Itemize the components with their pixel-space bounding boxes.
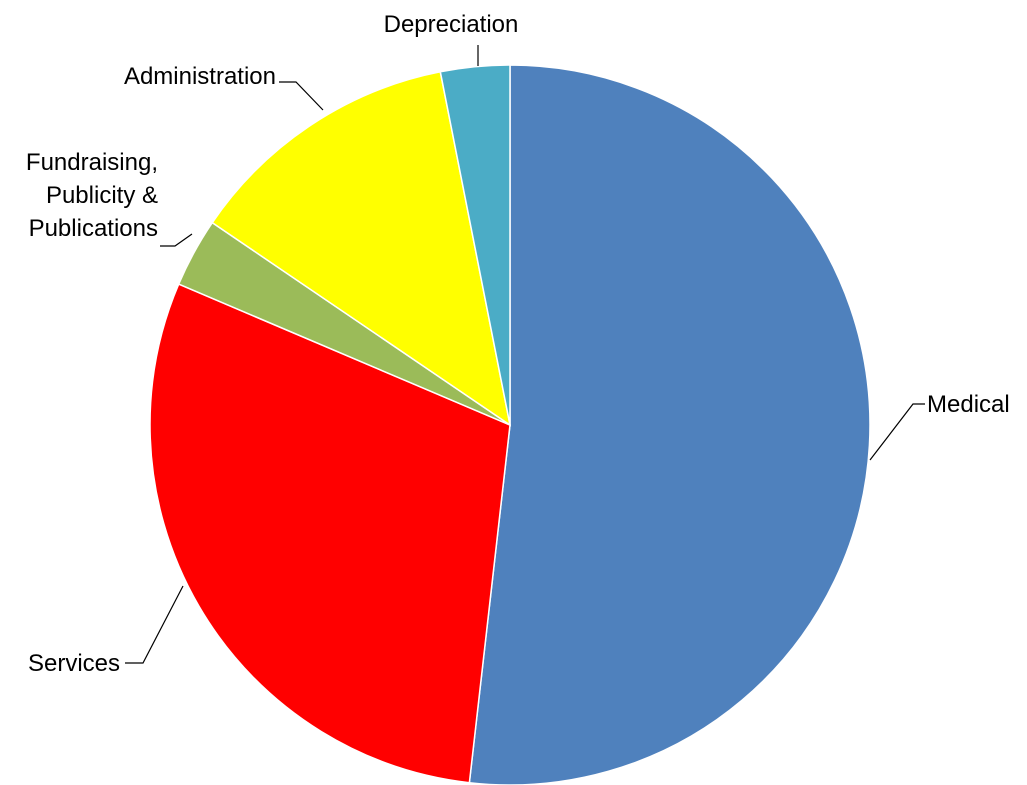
leader-line-services: [125, 585, 184, 664]
slice-label-depreciation: Depreciation: [384, 11, 519, 38]
pie-slice-depreciation: [439, 64, 511, 426]
leader-line-administration: [279, 81, 324, 111]
leader-line-medical: [869, 403, 925, 461]
slice-label-medical: Medical: [927, 391, 1010, 418]
pie-slice-medical: [468, 64, 871, 785]
leader-lines: [125, 45, 925, 664]
pie-slice-administration: [211, 70, 512, 427]
slice-label-fundraising: Fundraising, Publicity & Publications: [26, 149, 158, 242]
slice-labels: Medical Services Fundraising, Publicity & Pu…: [26, 11, 1010, 677]
pie-slice-services: [149, 283, 511, 784]
slice-label-services: Services: [28, 650, 120, 677]
slice-label-administration: Administration: [124, 63, 276, 90]
leader-line-fundraising: [160, 233, 193, 247]
pie-slices: [149, 64, 871, 785]
